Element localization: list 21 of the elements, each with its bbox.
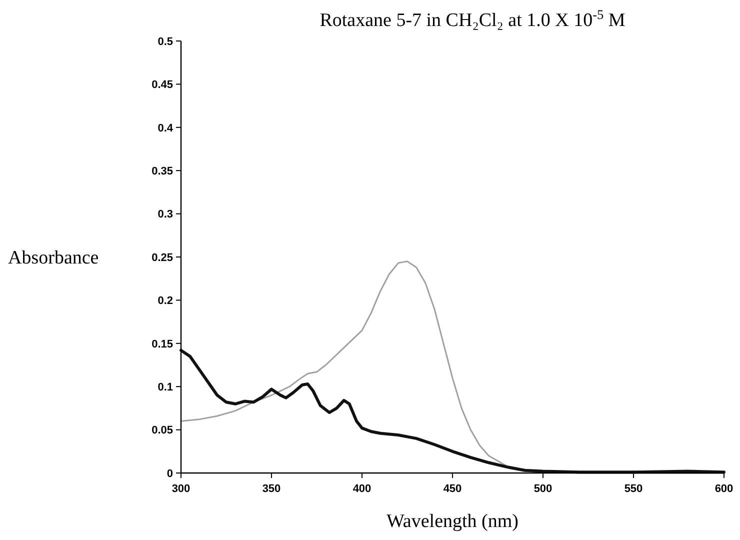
x-tick-label: 450: [443, 483, 462, 495]
x-tick-label: 550: [624, 483, 643, 495]
y-tick-label: 0.3: [158, 208, 173, 221]
y-tick-label: 0.05: [152, 424, 173, 437]
x-tick-label: 400: [352, 483, 372, 495]
y-tick-label: 0.25: [152, 252, 173, 264]
y-tick-label: 0.15: [152, 338, 173, 350]
chart-title: Rotaxane 5-7 in CH₂Cl₂ at 1.0 X 10$^{-5}$ M: [320, 6, 626, 31]
y-tick-label: 0.1: [158, 381, 173, 394]
y-tick-label: 0.2: [158, 295, 173, 308]
y-tick-label: 0.4: [158, 122, 174, 134]
x-axis-title: Wavelength (nm): [386, 511, 518, 532]
x-tick-label: 500: [534, 483, 552, 495]
y-tick-label: 0: [166, 468, 173, 480]
y-tick-label: 0.5: [158, 36, 173, 48]
y-tick-label: 0.45: [152, 79, 173, 92]
x-tick-label: 300: [172, 483, 190, 495]
x-tick-label: 600: [714, 483, 734, 495]
y-tick-label: 0.35: [152, 165, 173, 178]
x-tick-label: 350: [262, 483, 281, 495]
y-axis-title: Absorbance: [8, 248, 99, 269]
